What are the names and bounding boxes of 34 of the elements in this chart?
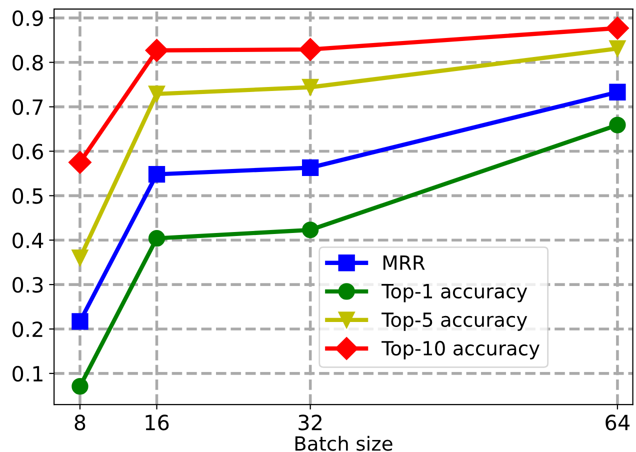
y-tick-label: 0.5 — [12, 188, 43, 204]
point — [609, 40, 626, 57]
y-tick-label: 0.9 — [12, 10, 43, 26]
point — [145, 38, 168, 62]
point — [72, 378, 88, 395]
legend-label: Top-10 accuracy — [382, 340, 540, 360]
point — [72, 313, 88, 330]
y-tick-label: 0.7 — [12, 99, 43, 116]
y-tick-label: 0.8 — [12, 54, 43, 71]
point — [609, 84, 626, 100]
point — [148, 166, 166, 183]
y-tick-label: 0.2 — [12, 321, 42, 338]
x-tick-label: 64 — [606, 414, 630, 430]
x-tick-label: 16 — [146, 414, 169, 430]
point — [298, 38, 322, 61]
y-tick-label: 0.1 — [12, 366, 42, 382]
point — [148, 230, 166, 247]
point — [609, 116, 626, 134]
x-tick-label: 8 — [74, 414, 86, 430]
x-tick-label: 32 — [298, 414, 322, 430]
point — [148, 86, 166, 102]
point — [606, 16, 629, 40]
point — [72, 250, 88, 266]
y-tick-label: 0.4 — [12, 232, 44, 248]
x-axis-title: Batch size — [295, 436, 392, 451]
y-tick-label: 0.3 — [12, 277, 43, 293]
legend-label: Top-5 accuracy — [382, 312, 528, 331]
legend-label: MRR — [384, 256, 425, 270]
y-tick-label: 0.6 — [12, 144, 44, 160]
point — [68, 150, 92, 174]
point — [302, 222, 319, 238]
legend-label: Top-1 accuracy — [382, 284, 528, 302]
point — [302, 78, 319, 96]
point — [302, 159, 319, 176]
